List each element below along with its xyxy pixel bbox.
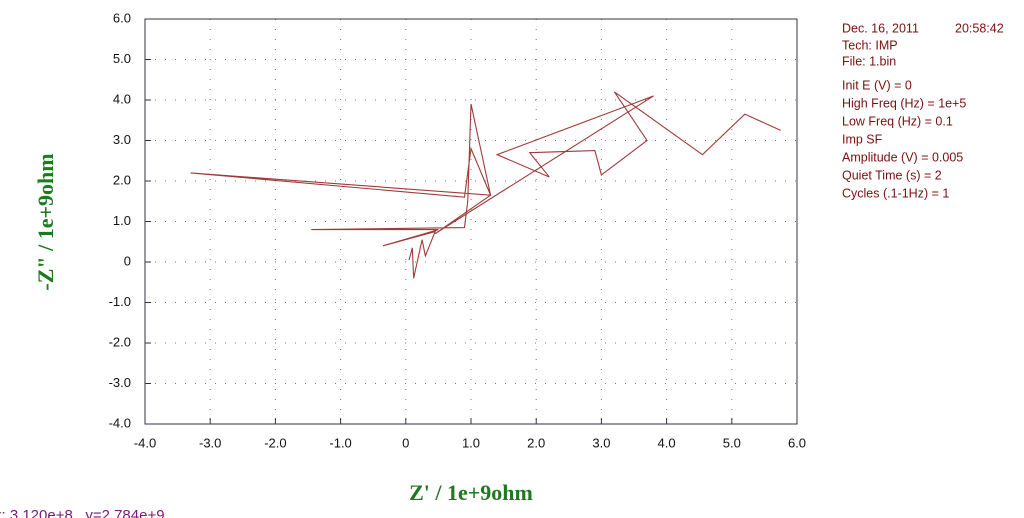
x-tick-label: 4.0 bbox=[658, 435, 676, 450]
x-tick-label: 1.0 bbox=[462, 435, 480, 450]
x-tick-label: -4.0 bbox=[134, 435, 156, 450]
y-tick-label: 5.0 bbox=[113, 51, 131, 66]
x-tick-label: -2.0 bbox=[264, 435, 286, 450]
info-date: Dec. 16, 2011 bbox=[842, 21, 919, 35]
info-line: Amplitude (V) = 0.005 bbox=[842, 150, 963, 164]
info-line: Imp SF bbox=[842, 132, 883, 146]
y-tick-label: 3.0 bbox=[113, 132, 131, 147]
y-tick-label: 0 bbox=[124, 253, 131, 268]
info-line: Cycles (.1-1Hz) = 1 bbox=[842, 186, 949, 200]
y-tick-label: -2.0 bbox=[109, 334, 131, 349]
info-line: Init E (V) = 0 bbox=[842, 78, 912, 92]
y-tick-label: 1.0 bbox=[113, 213, 131, 228]
y-tick-label: -4.0 bbox=[109, 415, 131, 430]
y-tick-label: -1.0 bbox=[109, 294, 131, 309]
y-tick-label: 2.0 bbox=[113, 172, 131, 187]
status-text: x: 3.120e+8 y=2.784e+9 bbox=[0, 507, 165, 518]
data-line bbox=[190, 91, 781, 279]
info-time: 20:58:42 bbox=[955, 21, 1004, 35]
y-axis-title: -Z" / 1e+9ohm bbox=[33, 153, 58, 290]
y-tick-label: 6.0 bbox=[113, 10, 131, 25]
x-tick-label: 0 bbox=[402, 435, 409, 450]
y-tick-label: 4.0 bbox=[113, 91, 131, 106]
x-tick-label: 6.0 bbox=[788, 435, 806, 450]
x-tick-label: 2.0 bbox=[527, 435, 545, 450]
info-line: High Freq (Hz) = 1e+5 bbox=[842, 96, 966, 110]
x-axis-title: Z' / 1e+9ohm bbox=[409, 480, 533, 505]
info-line: Quiet Time (s) = 2 bbox=[842, 168, 942, 182]
plot-frame bbox=[144, 18, 798, 425]
info-line: Tech: IMP bbox=[842, 38, 898, 52]
info-line: Low Freq (Hz) = 0.1 bbox=[842, 114, 953, 128]
x-tick-label: 5.0 bbox=[723, 435, 741, 450]
info-line: File: 1.bin bbox=[842, 54, 896, 68]
x-tick-label: 3.0 bbox=[592, 435, 610, 450]
x-tick-label: -3.0 bbox=[199, 435, 221, 450]
y-tick-label: -3.0 bbox=[109, 375, 131, 390]
x-tick-label: -1.0 bbox=[329, 435, 351, 450]
